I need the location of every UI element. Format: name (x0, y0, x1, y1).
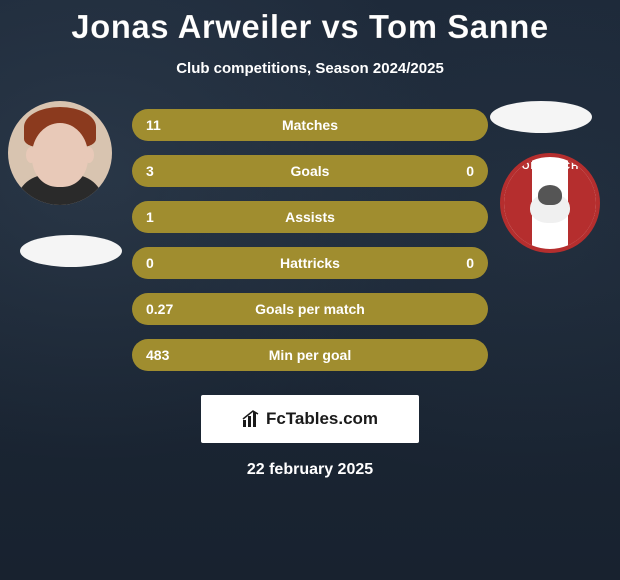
fctables-logo-text: FcTables.com (266, 409, 378, 429)
stat-value-right: 0 (466, 255, 474, 271)
player-left-club-ellipse (20, 235, 122, 267)
stats-area: DORDRECHT 11 Matches 3 Goals 0 1 Assists (0, 109, 620, 371)
stat-row-hattricks: 0 Hattricks 0 (132, 247, 488, 279)
player-right-club-badge: DORDRECHT (500, 153, 600, 253)
stat-row-goals: 3 Goals 0 (132, 155, 488, 187)
club-badge-sheep-icon (528, 185, 572, 229)
stat-value-left: 1 (146, 209, 154, 225)
stat-label: Min per goal (146, 347, 474, 363)
date-text: 22 february 2025 (247, 461, 373, 479)
page-title: Jonas Arweiler vs Tom Sanne (71, 8, 549, 46)
stat-value-right: 0 (466, 163, 474, 179)
stat-value-left: 0 (146, 255, 154, 271)
stat-row-min-per-goal: 483 Min per goal (132, 339, 488, 371)
player-left-avatar (8, 101, 112, 205)
stat-value-left: 483 (146, 347, 169, 363)
player-right-club-ellipse (490, 101, 592, 133)
container: Jonas Arweiler vs Tom Sanne Club competi… (0, 0, 620, 580)
stat-row-goals-per-match: 0.27 Goals per match (132, 293, 488, 325)
fctables-chart-icon (242, 410, 260, 428)
stat-label: Goals (146, 163, 474, 179)
stat-label: Goals per match (146, 301, 474, 317)
stat-label: Assists (146, 209, 474, 225)
stat-row-matches: 11 Matches (132, 109, 488, 141)
page-subtitle: Club competitions, Season 2024/2025 (176, 60, 444, 77)
fctables-logo-box: FcTables.com (201, 395, 419, 443)
club-badge-text: DORDRECHT (504, 161, 596, 172)
stat-value-left: 3 (146, 163, 154, 179)
stat-value-left: 11 (146, 117, 161, 133)
stat-row-assists: 1 Assists (132, 201, 488, 233)
stat-value-left: 0.27 (146, 301, 173, 317)
stat-label: Hattricks (146, 255, 474, 271)
stat-label: Matches (146, 117, 474, 133)
